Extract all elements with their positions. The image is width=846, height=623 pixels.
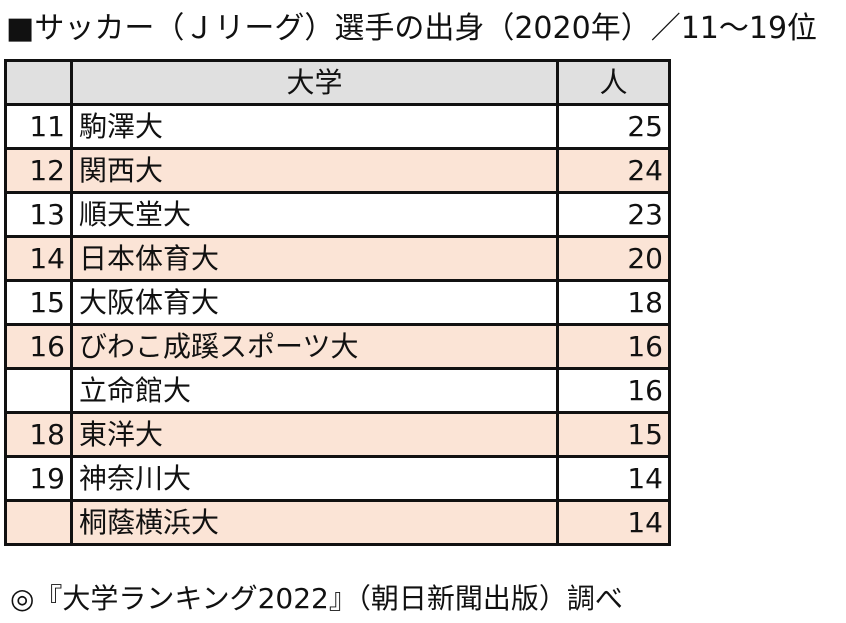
table-row: 15 大阪体育大 18 [4,279,671,326]
university-cell: びわこ成蹊スポーツ大 [70,323,559,370]
table-row: 14 日本体育大 20 [4,235,671,282]
university-cell: 順天堂大 [70,191,559,238]
header-university: 大学 [70,59,559,106]
rank-cell: 11 [4,103,73,150]
university-cell: 神奈川大 [70,455,559,502]
university-cell: 日本体育大 [70,235,559,282]
rank-cell: 12 [4,147,73,194]
rank-cell: 15 [4,279,73,326]
rank-cell: 19 [4,455,73,502]
table-row: 12 関西大 24 [4,147,671,194]
header-count: 人 [556,59,671,106]
table-row: 18 東洋大 15 [4,411,671,458]
table-row: 立命館大 16 [4,367,671,414]
source-note: ◎『大学ランキング2022』（朝日新聞出版）調べ [10,582,623,615]
table-row: 13 順天堂大 23 [4,191,671,238]
rank-cell: 16 [4,323,73,370]
count-cell: 14 [556,455,671,502]
university-cell: 駒澤大 [70,103,559,150]
count-cell: 18 [556,279,671,326]
page-title: ■サッカー（Ｊリーグ）選手の出身（2020年）／11〜19位 [6,11,818,46]
ranking-table-container: 大学 人 11 駒澤大 25 12 関西大 24 13 順天堂大 23 14 [4,59,671,546]
university-cell: 関西大 [70,147,559,194]
count-cell: 14 [556,499,671,546]
table-row: 桐蔭横浜大 14 [4,499,671,546]
university-cell: 大阪体育大 [70,279,559,326]
rank-cell: 13 [4,191,73,238]
ranking-table: 大学 人 11 駒澤大 25 12 関西大 24 13 順天堂大 23 14 [4,59,671,546]
university-cell: 桐蔭横浜大 [70,499,559,546]
rank-cell [4,499,73,546]
count-cell: 20 [556,235,671,282]
table-row: 16 びわこ成蹊スポーツ大 16 [4,323,671,370]
university-cell: 立命館大 [70,367,559,414]
count-cell: 16 [556,323,671,370]
university-cell: 東洋大 [70,411,559,458]
table-header-row: 大学 人 [4,59,671,106]
header-rank [4,59,73,106]
rank-cell: 18 [4,411,73,458]
table-row: 19 神奈川大 14 [4,455,671,502]
count-cell: 16 [556,367,671,414]
count-cell: 24 [556,147,671,194]
table-row: 11 駒澤大 25 [4,103,671,150]
rank-cell [4,367,73,414]
count-cell: 23 [556,191,671,238]
count-cell: 15 [556,411,671,458]
count-cell: 25 [556,103,671,150]
rank-cell: 14 [4,235,73,282]
